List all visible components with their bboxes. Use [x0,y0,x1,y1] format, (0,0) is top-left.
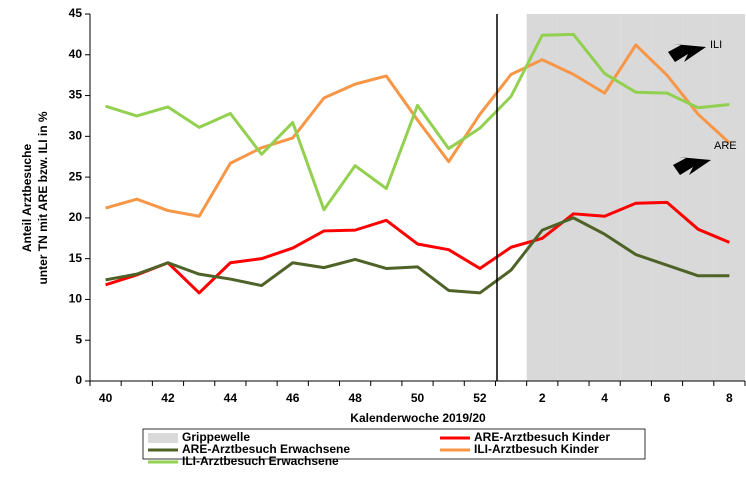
y-tick-label: 40 [69,47,83,61]
legend-label: ILI-Arztbesuch Kinder [474,442,599,456]
y-axis-label: Anteil Arztbesuche [20,144,34,253]
x-tick-label: 46 [286,391,300,405]
series-line [105,216,730,295]
y-tick-label: 45 [69,6,83,20]
y-tick-label: 5 [75,332,82,346]
annotation: ARE [714,140,737,152]
series-line [105,43,731,218]
area-band [526,14,558,381]
plot-area [85,13,746,386]
x-tick-label: 42 [161,391,175,405]
area-band [651,14,683,381]
x-tick-label: 44 [224,391,238,405]
x-tick-label: 40 [99,391,113,405]
legend-label: ILI-Arztbesuch Erwachsene [182,454,339,468]
y-tick-label: 15 [69,251,83,265]
y-tick-label: 20 [69,210,83,224]
legend-label: Grippewelle [182,430,250,444]
legend-label: ARE-Arztbesuch Erwachsene [182,442,350,456]
annotation-arrow [673,157,711,175]
x-axis-label: Kalenderwoche 2019/20 [350,411,486,425]
area-band [620,14,652,381]
legend-label: ARE-Arztbesuch Kinder [474,430,610,444]
y-tick-label: 10 [69,292,83,306]
area-band [589,14,621,381]
y-tick-label: 35 [69,88,83,102]
x-tick-label: 2 [539,391,546,405]
y-tick-label: 0 [75,373,82,387]
x-tick-label: 52 [473,391,487,405]
y-axis-label: unter TN mit ARE bzw. ILI in % [36,111,50,284]
series-line [105,200,730,295]
x-tick-label: 48 [348,391,362,405]
y-tick-label: 30 [69,129,83,143]
series-line [105,32,730,212]
annotation-arrow [668,44,706,62]
area-band [682,14,714,381]
x-tick-label: 6 [664,391,671,405]
legend-swatch [148,433,178,443]
annotation: ILI [710,39,722,51]
x-tick-label: 50 [411,391,425,405]
legend-box [142,428,646,460]
x-tick-label: 8 [726,391,733,405]
x-tick-label: 4 [601,391,608,405]
area-band [713,14,745,381]
y-tick-label: 25 [69,169,83,183]
